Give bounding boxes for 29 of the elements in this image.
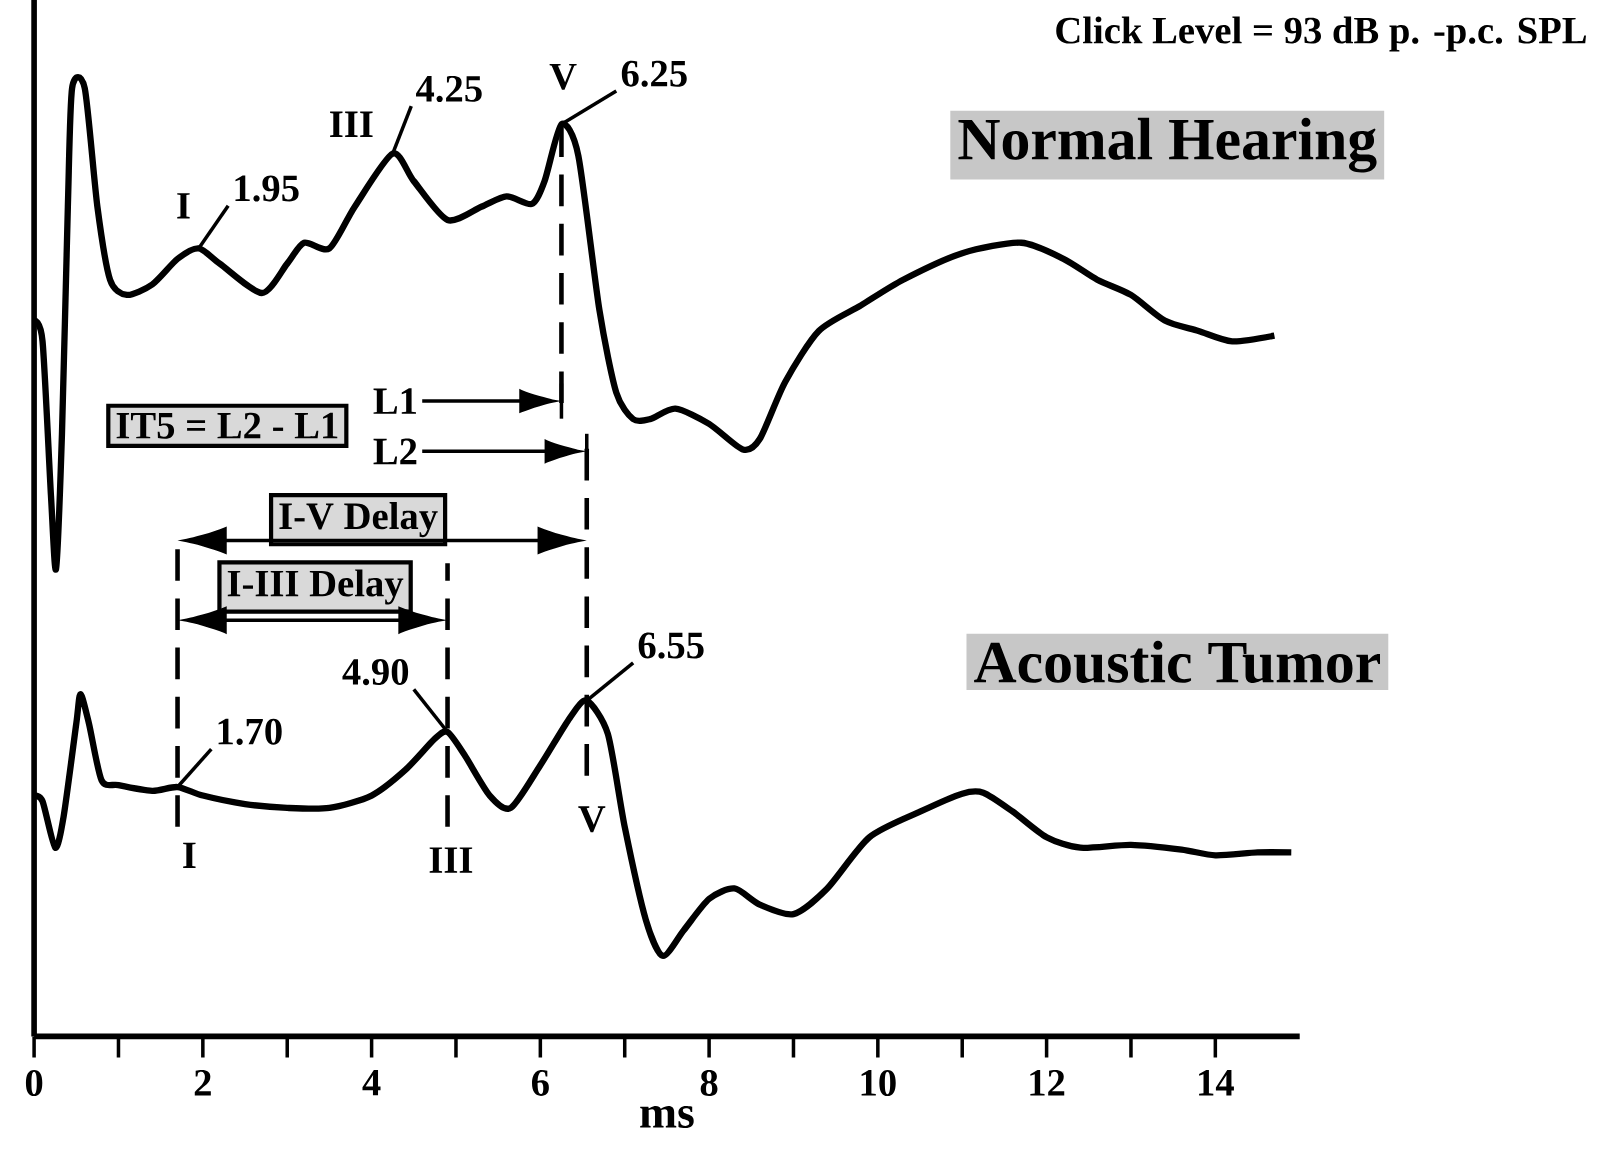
annotation: I [177,193,190,219]
annotation: I-III Delay [227,569,404,605]
x-tick-label: 12 [1030,1069,1065,1096]
annotation: 4.90 [342,658,409,686]
annotation: V [578,806,606,833]
x-tick-label: 6 [532,1069,549,1096]
annotation: 6.25 [621,60,687,87]
text: Click Level = 93 dB p. -p.c. SPL [1056,16,1586,52]
annotation: III [429,847,473,873]
annotation: IT5 = L2 - L1 [116,412,338,439]
series-label: Acoustic Tumor [974,640,1381,683]
annotation: III [330,111,373,137]
annotation: 1.95 [235,175,299,202]
x-tick-label: 0 [25,1069,43,1096]
x-tick-label: 10 [861,1069,896,1096]
annotation: 4.25 [416,75,482,103]
x-tick-label: 4 [362,1069,381,1096]
annotation: I-V Delay [279,502,438,538]
annotation: 6.55 [638,632,704,659]
annotation: I [183,842,196,868]
annotation: L2 [373,438,417,465]
x-tick-label: 8 [700,1069,718,1096]
x-tick-label: 2 [194,1069,211,1096]
annotation: V [549,63,577,90]
annotation: 1.70 [218,718,282,745]
annotation: L1 [373,388,416,414]
x-axis-title: ms [640,1106,694,1129]
series-label: Normal Hearing [958,117,1377,173]
x-tick-label: 14 [1199,1069,1234,1096]
